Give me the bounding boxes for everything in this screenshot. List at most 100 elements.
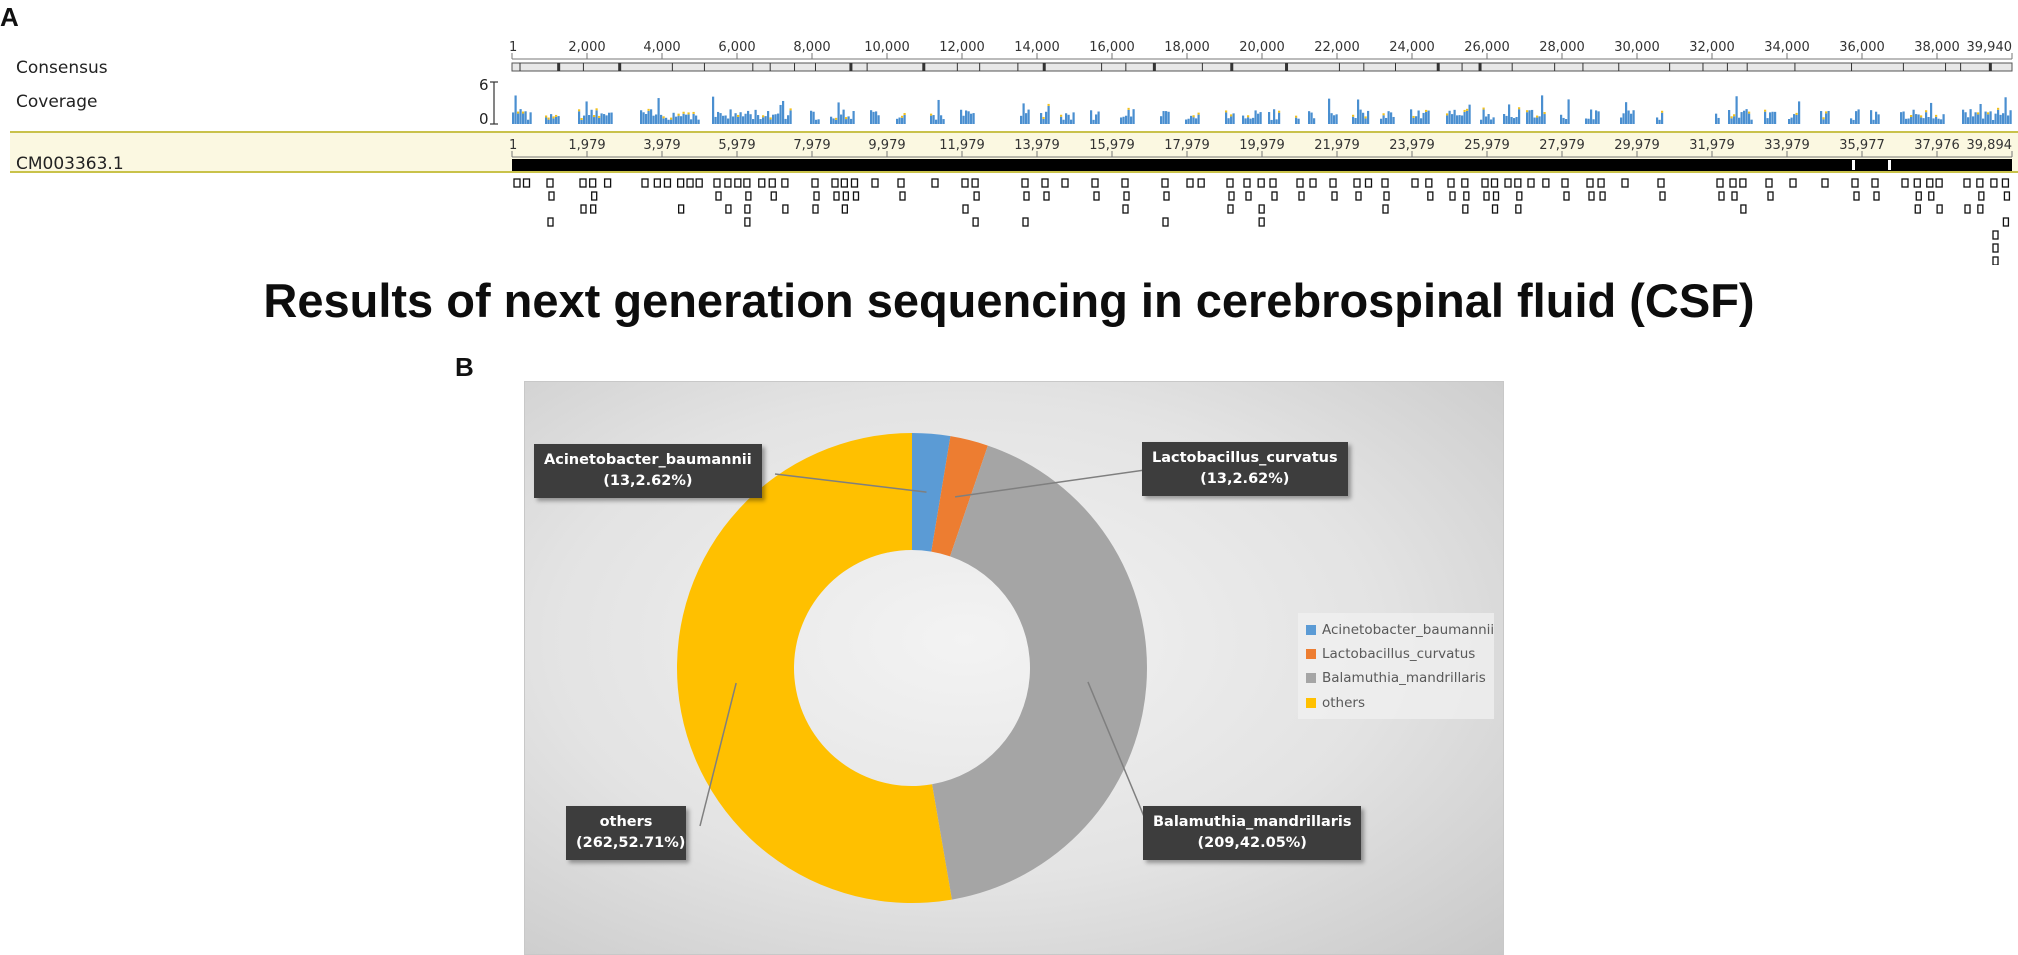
- coverage-bar: [1308, 111, 1311, 124]
- coverage-peak: [769, 117, 772, 120]
- read-box: [603, 178, 612, 188]
- legend-label: Acinetobacter_baumannii: [1322, 622, 1495, 638]
- read-box: [641, 178, 649, 188]
- coverage-bar: [1412, 117, 1415, 124]
- coverage-bar: [1127, 109, 1130, 124]
- coverage-bar: [1620, 117, 1623, 124]
- coverage-bar: [1352, 116, 1355, 124]
- legend-swatch: [1306, 673, 1316, 683]
- read-box: [1821, 178, 1829, 188]
- ruler-tick-label: 2,000: [568, 40, 605, 55]
- coverage-bar: [610, 112, 613, 124]
- coverage-bar: [1541, 95, 1544, 124]
- coverage-bar: [517, 113, 520, 124]
- coverage-peak: [662, 116, 665, 119]
- ref-ruler-tick-label: 27,979: [1539, 138, 1585, 153]
- ruler-tick-label: 1: [509, 40, 517, 55]
- read-box: [1913, 178, 1921, 188]
- coverage-peak: [1482, 107, 1485, 110]
- coverage-bar: [1130, 116, 1133, 124]
- coverage-bar: [1774, 111, 1777, 124]
- coverage-bar: [932, 115, 935, 124]
- coverage-bar: [1167, 111, 1170, 124]
- read-box: [1227, 204, 1234, 214]
- read-box: [548, 191, 555, 201]
- coverage-bar: [1047, 105, 1050, 124]
- read-box: [1041, 178, 1049, 188]
- coverage-bar: [1022, 103, 1025, 124]
- read-box: [1729, 178, 1737, 188]
- coverage-bar: [655, 114, 658, 124]
- coverage-bar: [815, 119, 818, 124]
- genome-track-svg: 1 2,000 4,000 6,000 8,000 10,000 12,000 14,000 1…: [490, 40, 2013, 265]
- coverage-bar: [1627, 110, 1630, 124]
- coverage-bar: [837, 102, 840, 124]
- coverage-bar: [1518, 109, 1521, 124]
- coverage-bar: [847, 116, 850, 124]
- coverage-peak: [1661, 110, 1664, 113]
- coverage-bar: [1622, 113, 1625, 124]
- ruler-tick-label: 14,000: [1014, 40, 1060, 55]
- coverage-peak: [547, 117, 550, 120]
- coverage-peak: [901, 115, 904, 118]
- coverage-bar: [1745, 109, 1748, 124]
- read-box: [1514, 178, 1522, 188]
- read-box: [1383, 191, 1390, 201]
- read-box: [833, 191, 840, 201]
- read-box: [1990, 178, 1998, 188]
- read-box: [1258, 217, 1265, 227]
- coverage-bar: [1999, 114, 2002, 124]
- coverage-bar: [970, 113, 973, 124]
- coverage-bar: [779, 104, 782, 124]
- read-box: [850, 178, 859, 188]
- read-box: [1928, 191, 1935, 201]
- coverage-bar: [1485, 116, 1488, 124]
- read-box: [931, 178, 939, 188]
- read-box: [1789, 178, 1797, 188]
- legend-label: others: [1322, 695, 1365, 711]
- coverage-peak: [580, 117, 583, 120]
- read-box: [871, 178, 879, 188]
- coverage-bar: [677, 115, 680, 124]
- coverage-bar: [967, 111, 970, 124]
- coverage-bar: [1390, 112, 1393, 124]
- read-box: [1964, 204, 1971, 214]
- coverage-bar: [1458, 115, 1461, 124]
- coverage-bar: [742, 116, 745, 124]
- read-box: [1765, 178, 1773, 188]
- coverage-bar: [1977, 114, 1980, 124]
- coverage-bar: [1984, 111, 1987, 124]
- coverage-bar: [690, 119, 693, 124]
- coverage-bar: [547, 119, 550, 124]
- coverage-bar: [1733, 116, 1736, 124]
- coverage-peak: [1425, 109, 1428, 112]
- read-box: [715, 191, 722, 201]
- coverage-bar: [1125, 115, 1128, 124]
- reference-gap: [1888, 160, 1891, 170]
- read-box: [1022, 217, 1029, 227]
- coverage-bar: [1027, 109, 1030, 124]
- read-box: [1963, 178, 1971, 188]
- coverage-bar: [1387, 111, 1390, 124]
- coverage-bar: [650, 109, 653, 124]
- coverage-bar: [1632, 110, 1635, 124]
- coverage-peak: [835, 117, 838, 120]
- leader-line: [954, 469, 1146, 498]
- data-label-name: Acinetobacter_baumannii: [544, 452, 752, 468]
- coverage-bar: [1310, 112, 1313, 124]
- coverage-bar: [840, 114, 843, 124]
- coverage-bar: [1962, 109, 1965, 124]
- coverage-bar: [1259, 112, 1262, 124]
- coverage-bar: [1505, 115, 1508, 124]
- read-box: [1243, 178, 1251, 188]
- ref-ruler-tick-label: 15,979: [1089, 138, 1135, 153]
- coverage-bar: [1335, 114, 1338, 124]
- legend-label: Lactobacillus_curvatus: [1322, 646, 1476, 662]
- ref-ruler-tick-label: 1: [509, 138, 517, 153]
- coverage-bar: [1508, 104, 1511, 124]
- coverage-peak: [789, 108, 792, 111]
- read-box: [1597, 178, 1605, 188]
- ref-ruler-tick-label: 29,979: [1614, 138, 1660, 153]
- ref-ruler-tick-label: 39,894: [1967, 138, 2013, 153]
